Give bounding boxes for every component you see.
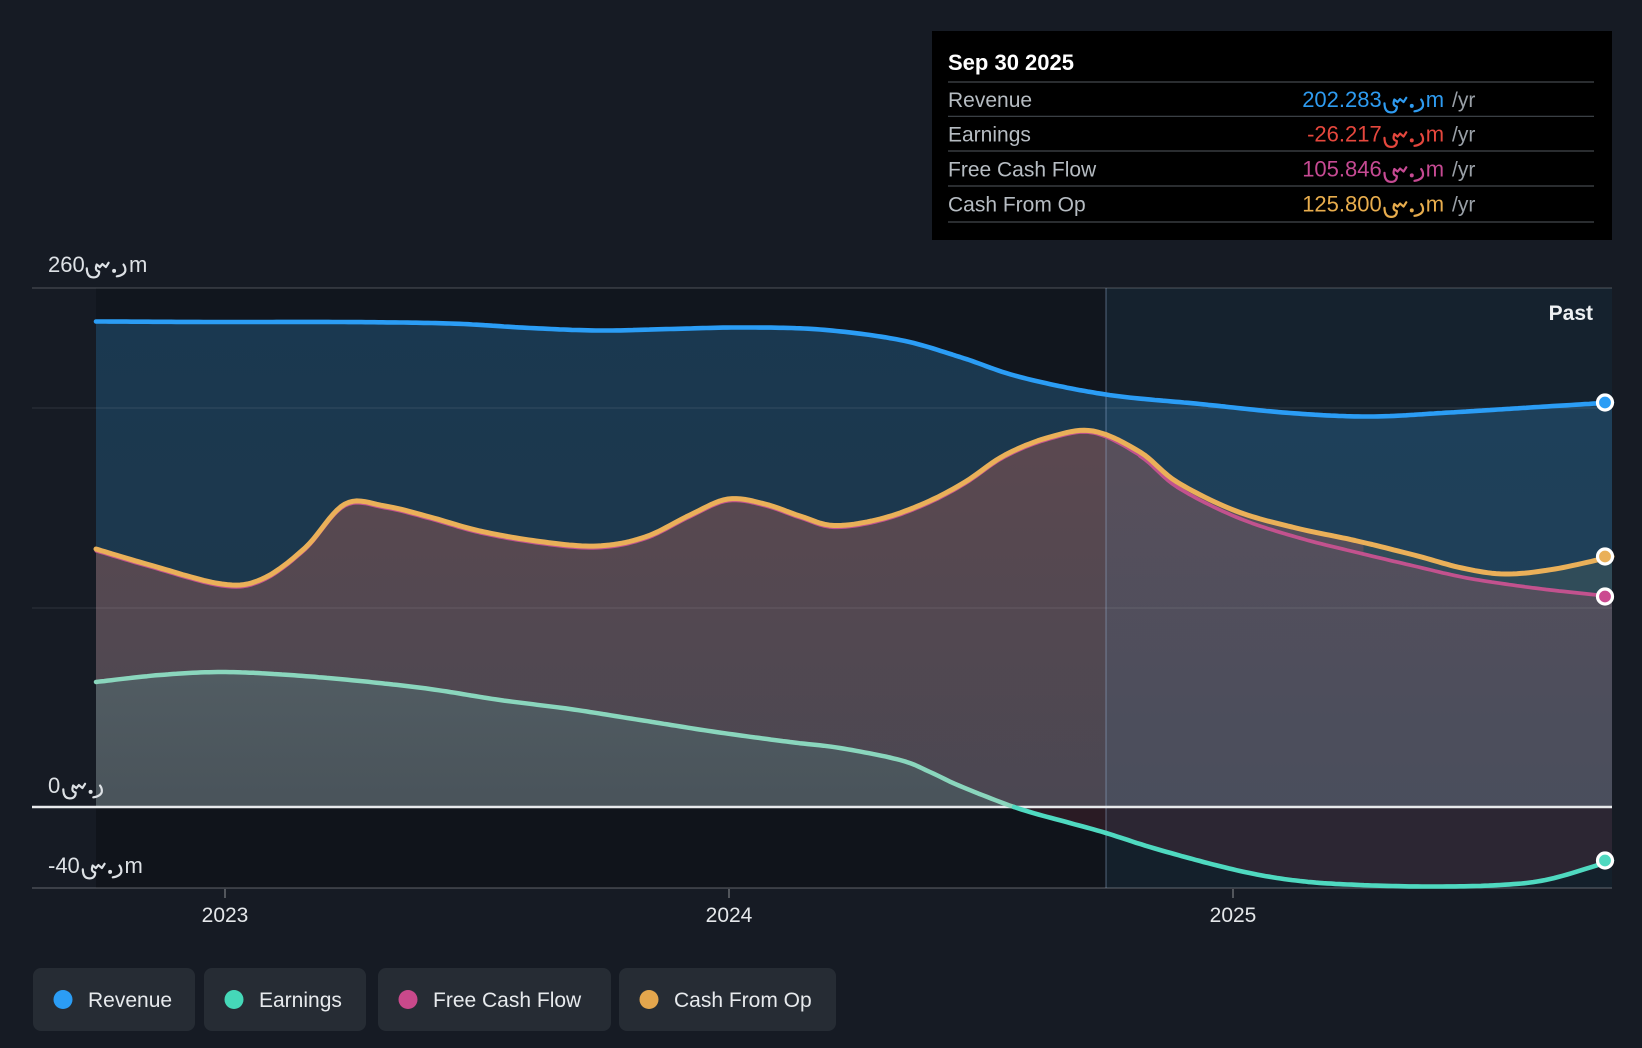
svg-text:Revenue: Revenue <box>88 989 172 1012</box>
svg-text:/yr: /yr <box>1452 124 1475 147</box>
svg-text:m: m <box>1426 122 1444 147</box>
svg-text:2024: 2024 <box>706 904 753 927</box>
svg-text:Cash From Op: Cash From Op <box>674 989 812 1012</box>
svg-text:Free Cash Flow: Free Cash Flow <box>433 989 582 1012</box>
svg-text:/yr: /yr <box>1452 194 1475 217</box>
svg-text:Earnings: Earnings <box>948 124 1031 147</box>
svg-text:260: 260 <box>48 252 85 277</box>
svg-text:105.846: 105.846 <box>1302 157 1382 182</box>
svg-text:/yr: /yr <box>1452 159 1475 182</box>
svg-text:125.800: 125.800 <box>1302 192 1382 217</box>
svg-text:m: m <box>1426 87 1444 112</box>
svg-text:-40: -40 <box>48 853 80 878</box>
svg-text:Earnings: Earnings <box>259 989 342 1012</box>
svg-text:2023: 2023 <box>202 904 249 927</box>
svg-text:-26.217: -26.217 <box>1307 122 1382 147</box>
svg-text:2025: 2025 <box>1210 904 1257 927</box>
svg-text:Sep 30 2025: Sep 30 2025 <box>948 50 1074 75</box>
svg-text:Cash From Op: Cash From Op <box>948 194 1086 217</box>
svg-text:Revenue: Revenue <box>948 89 1032 112</box>
svg-text:m: m <box>125 853 143 878</box>
svg-text:m: m <box>1426 192 1444 217</box>
svg-text:/yr: /yr <box>1452 89 1475 112</box>
svg-text:202.283: 202.283 <box>1302 87 1382 112</box>
svg-text:m: m <box>129 252 147 277</box>
svg-text:0: 0 <box>48 773 60 798</box>
svg-text:Past: Past <box>1549 302 1593 325</box>
svg-text:Free Cash Flow: Free Cash Flow <box>948 159 1097 182</box>
svg-text:m: m <box>1426 157 1444 182</box>
